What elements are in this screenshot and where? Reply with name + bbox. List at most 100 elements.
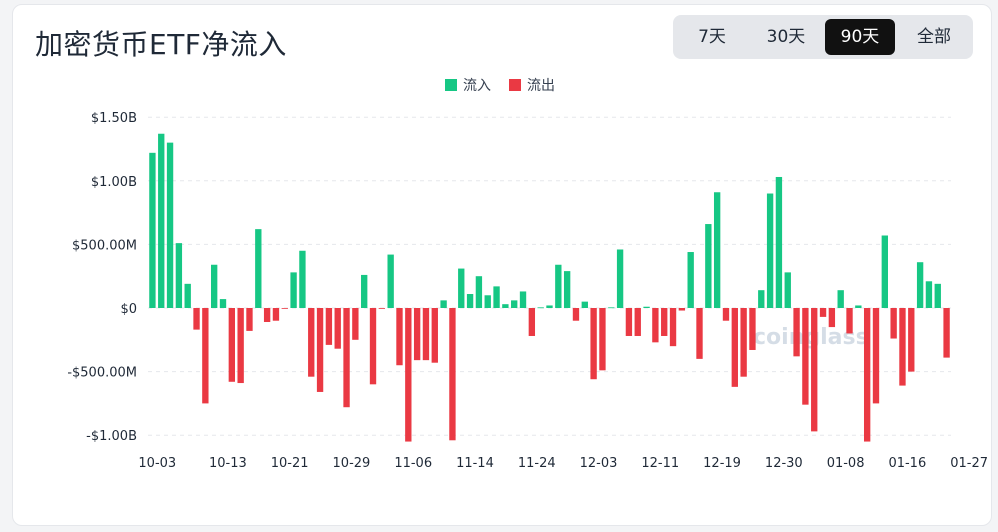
outflow-bar[interactable] — [237, 308, 244, 384]
inflow-bar[interactable] — [784, 272, 791, 308]
outflow-bar[interactable] — [228, 308, 235, 382]
inflow-bar[interactable] — [184, 283, 191, 308]
legend-outflow[interactable]: 流出 — [509, 75, 555, 95]
outflow-bar[interactable] — [661, 308, 668, 336]
inflow-bar[interactable] — [758, 290, 765, 308]
inflow-bar[interactable] — [387, 254, 394, 308]
legend-inflow[interactable]: 流入 — [445, 75, 491, 95]
outflow-bar[interactable] — [908, 308, 915, 372]
outflow-bar[interactable] — [405, 308, 412, 442]
inflow-bar[interactable] — [458, 268, 465, 308]
inflow-bar[interactable] — [361, 274, 368, 308]
outflow-bar[interactable] — [625, 308, 633, 336]
inflow-bar[interactable] — [555, 264, 562, 308]
inflow-bar[interactable] — [775, 176, 783, 308]
outflow-bar[interactable] — [828, 308, 836, 328]
outflow-bar[interactable] — [528, 308, 536, 336]
outflow-bar[interactable] — [272, 308, 280, 321]
outflow-bar[interactable] — [696, 308, 703, 359]
outflow-bar[interactable] — [678, 308, 686, 311]
outflow-bar[interactable] — [449, 308, 456, 441]
outflow-bar[interactable] — [846, 308, 853, 334]
outflow-bar[interactable] — [872, 308, 880, 404]
inflow-bar[interactable] — [616, 249, 624, 308]
outflow-bar[interactable] — [652, 308, 659, 343]
range-all-button[interactable]: 全部 — [917, 27, 951, 47]
outflow-bar[interactable] — [396, 308, 403, 366]
inflow-bar[interactable] — [643, 306, 650, 308]
inflow-bar[interactable] — [511, 300, 518, 308]
inflow-bar[interactable] — [493, 286, 500, 308]
outflow-bar[interactable] — [343, 308, 350, 408]
outflow-bar[interactable] — [281, 308, 288, 309]
outflow-bar[interactable] — [749, 308, 756, 350]
outflow-bar[interactable] — [422, 308, 430, 361]
page-title: 加密货币ETF净流入 — [35, 28, 287, 61]
inflow-bar[interactable] — [440, 300, 447, 308]
time-range-selector: 7天 30天 90天 全部 — [673, 15, 973, 59]
outflow-bar[interactable] — [334, 308, 341, 349]
chart-card: 加密货币ETF净流入 7天 30天 90天 全部 流入 流出 coinglass… — [12, 4, 992, 526]
outflow-bar[interactable] — [863, 308, 871, 442]
inflow-bar[interactable] — [299, 250, 306, 308]
inflow-bar[interactable] — [149, 152, 156, 308]
outflow-bar[interactable] — [793, 308, 800, 357]
range-7d-button[interactable]: 7天 — [698, 27, 726, 47]
inflow-bar[interactable] — [175, 243, 183, 308]
inflow-bar[interactable] — [158, 133, 165, 308]
inflow-bar[interactable] — [855, 305, 862, 308]
outflow-bar[interactable] — [352, 308, 359, 340]
inflow-bar[interactable] — [687, 252, 694, 308]
outflow-bar[interactable] — [590, 308, 597, 380]
inflow-bar[interactable] — [475, 276, 483, 308]
outflow-bar[interactable] — [943, 308, 950, 358]
outflow-bar[interactable] — [890, 308, 897, 339]
inflow-bar[interactable] — [502, 304, 509, 308]
outflow-bar[interactable] — [413, 308, 421, 361]
inflow-bar[interactable] — [166, 142, 174, 308]
outflow-bar[interactable] — [369, 308, 377, 385]
inflow-bar[interactable] — [881, 235, 888, 309]
inflow-bar[interactable] — [466, 294, 474, 308]
outflow-bar[interactable] — [246, 308, 253, 331]
outflow-bar[interactable] — [811, 308, 818, 432]
inflow-bar[interactable] — [766, 193, 774, 308]
inflow-bar[interactable] — [255, 229, 262, 308]
outflow-bar[interactable] — [193, 308, 200, 330]
inflow-bar[interactable] — [925, 281, 933, 308]
inflow-bar[interactable] — [713, 192, 721, 308]
outflow-bar[interactable] — [722, 308, 730, 321]
inflow-bar[interactable] — [608, 307, 615, 309]
outflow-bar[interactable] — [308, 308, 315, 377]
outflow-bar[interactable] — [572, 308, 580, 321]
inflow-bar[interactable] — [519, 291, 527, 308]
inflow-bar[interactable] — [581, 301, 588, 308]
outflow-bar[interactable] — [316, 308, 324, 392]
range-30d-button[interactable]: 30天 — [766, 27, 806, 47]
outflow-bar[interactable] — [802, 308, 809, 405]
outflow-bar[interactable] — [899, 308, 906, 386]
outflow-bar[interactable] — [634, 308, 641, 336]
inflow-bar[interactable] — [537, 307, 544, 309]
inflow-bar[interactable] — [290, 272, 297, 308]
inflow-bar[interactable] — [563, 271, 571, 308]
inflow-bar[interactable] — [916, 262, 924, 308]
inflow-bar[interactable] — [837, 290, 844, 308]
outflow-bar[interactable] — [731, 308, 738, 387]
outflow-bar[interactable] — [819, 308, 827, 317]
inflow-bar[interactable] — [934, 283, 941, 308]
outflow-bar[interactable] — [325, 308, 333, 345]
outflow-bar[interactable] — [378, 308, 386, 309]
inflow-bar[interactable] — [484, 295, 491, 308]
outflow-bar[interactable] — [599, 308, 606, 371]
outflow-bar[interactable] — [263, 308, 271, 322]
range-90d-button[interactable]: 90天 — [825, 19, 895, 55]
inflow-bar[interactable] — [219, 299, 227, 308]
outflow-bar[interactable] — [431, 308, 438, 363]
inflow-bar[interactable] — [546, 305, 553, 308]
outflow-bar[interactable] — [740, 308, 747, 377]
inflow-bar[interactable] — [705, 224, 712, 308]
inflow-bar[interactable] — [211, 264, 218, 308]
outflow-bar[interactable] — [669, 308, 677, 347]
outflow-bar[interactable] — [202, 308, 209, 404]
